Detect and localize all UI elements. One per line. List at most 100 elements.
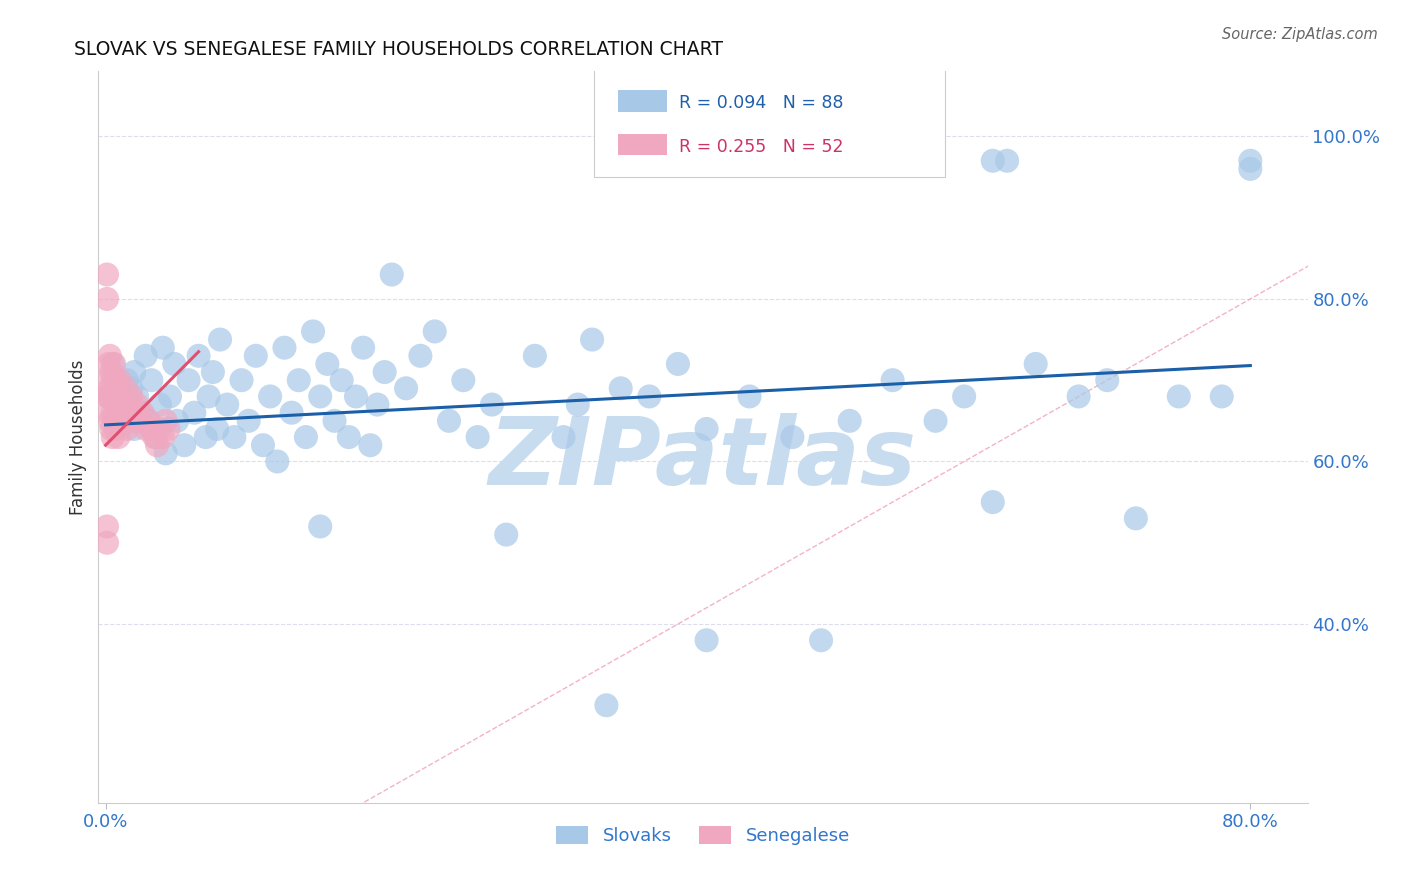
Point [98,389,121,403]
Point [638,389,661,403]
Point [107,430,129,444]
Point [323,414,346,428]
Point [423,325,446,339]
Point [122,365,145,379]
Legend: Slovaks, Senegalese: Slovaks, Senegalese [548,819,858,852]
Point [995,153,1018,168]
Point [666,357,689,371]
Point [309,389,332,403]
Point [115,373,138,387]
Point [337,430,360,444]
Point [352,341,374,355]
Point [1167,389,1189,403]
Point [581,333,603,347]
Point [316,357,339,371]
Point [395,381,418,395]
Text: Source: ZipAtlas.com: Source: ZipAtlas.com [1222,27,1378,42]
Point [953,389,976,403]
Point [567,398,589,412]
Point [96,535,118,549]
Point [100,365,122,379]
Point [146,438,169,452]
Point [115,422,138,436]
Point [495,527,517,541]
Point [149,422,172,436]
Point [183,406,205,420]
Point [1097,373,1119,387]
Point [205,422,228,436]
Point [217,398,239,412]
Point [197,389,219,403]
Point [152,341,174,355]
Point [104,373,127,387]
Point [163,357,186,371]
Point [187,349,209,363]
Point [152,430,174,444]
Point [97,357,120,371]
Point [141,422,163,436]
Point [108,414,131,428]
Point [125,398,148,412]
Point [131,406,153,420]
Point [1025,357,1047,371]
Point [173,438,195,452]
Text: R = 0.094   N = 88: R = 0.094 N = 88 [679,94,844,112]
Point [696,422,718,436]
Point [135,349,157,363]
Point [231,373,253,387]
Point [194,430,217,444]
Point [122,422,145,436]
Point [103,389,125,403]
Point [101,430,124,444]
Bar [619,89,666,112]
Point [467,430,489,444]
Point [595,698,617,713]
Point [98,381,121,395]
Point [209,333,232,347]
Point [924,414,946,428]
Point [117,398,139,412]
Point [149,398,172,412]
Point [437,414,460,428]
Point [309,519,332,533]
Point [810,633,832,648]
Point [104,398,127,412]
Point [101,357,124,371]
Point [100,422,122,436]
Point [609,381,631,395]
Point [103,414,125,428]
Point [132,406,155,420]
Point [96,389,118,403]
Point [238,414,260,428]
Point [105,389,128,403]
Point [96,373,118,387]
Point [125,389,148,403]
Point [344,389,367,403]
Point [98,349,121,363]
Point [121,406,143,420]
Text: SLOVAK VS SENEGALESE FAMILY HOUSEHOLDS CORRELATION CHART: SLOVAK VS SENEGALESE FAMILY HOUSEHOLDS C… [75,39,723,59]
Point [96,292,118,306]
Point [252,438,274,452]
Point [108,373,131,387]
Point [782,430,804,444]
Point [453,373,475,387]
Point [224,430,246,444]
Point [155,446,177,460]
Point [273,341,295,355]
Point [381,268,404,282]
Point [302,325,325,339]
Point [138,414,160,428]
Point [1239,161,1261,176]
Point [280,406,302,420]
Point [1067,389,1090,403]
Point [118,414,141,428]
FancyBboxPatch shape [595,68,945,178]
Point [155,414,177,428]
Point [882,373,904,387]
Point [481,398,503,412]
Point [120,389,142,403]
Point [145,430,167,444]
Point [100,389,122,403]
Point [122,414,145,428]
